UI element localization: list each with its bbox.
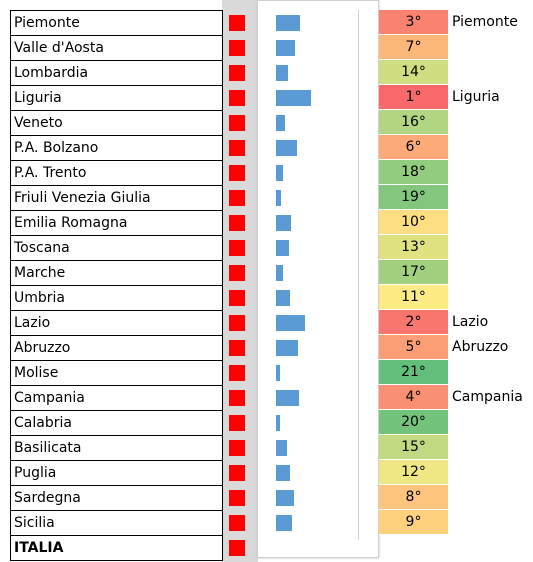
data-bar <box>276 65 289 81</box>
rank-cell: 9° <box>379 510 448 535</box>
rank-cell: 10° <box>379 210 448 235</box>
marker <box>229 315 245 331</box>
marker <box>229 465 245 481</box>
marker <box>229 15 245 31</box>
marker <box>229 440 245 456</box>
data-bar <box>276 440 288 456</box>
region-name: Basilicata <box>10 435 223 461</box>
rank-cell: 6° <box>379 135 448 160</box>
data-bar <box>276 90 311 106</box>
region-name: Toscana <box>10 235 223 261</box>
region-name: Friuli Venezia Giulia <box>10 185 223 211</box>
region-name: P.A. Trento <box>10 160 223 186</box>
region-name: P.A. Bolzano <box>10 135 223 161</box>
rank-cell: 14° <box>379 60 448 85</box>
data-bar <box>276 140 297 156</box>
panel-line <box>358 10 359 540</box>
rank-cell: 16° <box>379 110 448 135</box>
data-bar <box>276 240 290 256</box>
data-bar <box>276 490 295 506</box>
region-name: Puglia <box>10 460 223 486</box>
data-bar <box>276 290 291 306</box>
rank-cell: 3° <box>379 10 448 35</box>
side-label: Piemonte <box>452 14 518 30</box>
rank-cell: 1° <box>379 85 448 110</box>
region-name: Lazio <box>10 310 223 336</box>
rank-cell: 19° <box>379 185 448 210</box>
data-bar <box>276 265 284 281</box>
data-bar <box>276 40 296 56</box>
data-bar <box>276 390 299 406</box>
region-name: Molise <box>10 360 223 386</box>
marker <box>229 115 245 131</box>
marker <box>229 265 245 281</box>
region-name: Umbria <box>10 285 223 311</box>
region-name: Sardegna <box>10 485 223 511</box>
region-name: Abruzzo <box>10 335 223 361</box>
side-label: Lazio <box>452 314 489 330</box>
marker <box>229 65 245 81</box>
region-name: ITALIA <box>10 535 223 561</box>
data-bar <box>276 115 286 131</box>
rank-cell: 4° <box>379 385 448 410</box>
region-name: Campania <box>10 385 223 411</box>
rank-cell: 5° <box>379 335 448 360</box>
rank-cell: 13° <box>379 235 448 260</box>
marker <box>229 540 245 556</box>
rank-cell: 21° <box>379 360 448 385</box>
side-label: Campania <box>452 389 523 405</box>
data-bar <box>276 365 281 381</box>
rank-cell: 2° <box>379 310 448 335</box>
region-name: Piemonte <box>10 10 223 36</box>
rank-cell: 7° <box>379 35 448 60</box>
marker <box>229 340 245 356</box>
marker <box>229 240 245 256</box>
region-name: Emilia Romagna <box>10 210 223 236</box>
data-bar <box>276 215 292 231</box>
data-bar <box>276 340 298 356</box>
region-name: Marche <box>10 260 223 286</box>
data-bar <box>276 15 300 31</box>
marker <box>229 140 245 156</box>
region-name: Calabria <box>10 410 223 436</box>
region-name: Veneto <box>10 110 223 136</box>
marker <box>229 415 245 431</box>
rank-cell: 12° <box>379 460 448 485</box>
data-bar <box>276 465 291 481</box>
marker <box>229 365 245 381</box>
marker <box>229 215 245 231</box>
marker <box>229 490 245 506</box>
side-label: Abruzzo <box>452 339 509 355</box>
data-bar <box>276 515 293 531</box>
data-bar <box>276 315 305 331</box>
rank-cell: 15° <box>379 435 448 460</box>
region-name: Lombardia <box>10 60 223 86</box>
marker <box>229 165 245 181</box>
rank-cell: 17° <box>379 260 448 285</box>
marker <box>229 390 245 406</box>
marker <box>229 290 245 306</box>
side-label: Liguria <box>452 89 500 105</box>
marker <box>229 90 245 106</box>
marker <box>229 515 245 531</box>
data-bar <box>276 415 281 431</box>
region-name: Sicilia <box>10 510 223 536</box>
region-name: Valle d'Aosta <box>10 35 223 61</box>
region-name: Liguria <box>10 85 223 111</box>
marker <box>229 190 245 206</box>
marker <box>229 40 245 56</box>
data-bar <box>276 165 284 181</box>
rank-cell: 8° <box>379 485 448 510</box>
rank-cell: 18° <box>379 160 448 185</box>
rank-cell: 11° <box>379 285 448 310</box>
data-bar <box>276 190 282 206</box>
rank-cell: 20° <box>379 410 448 435</box>
